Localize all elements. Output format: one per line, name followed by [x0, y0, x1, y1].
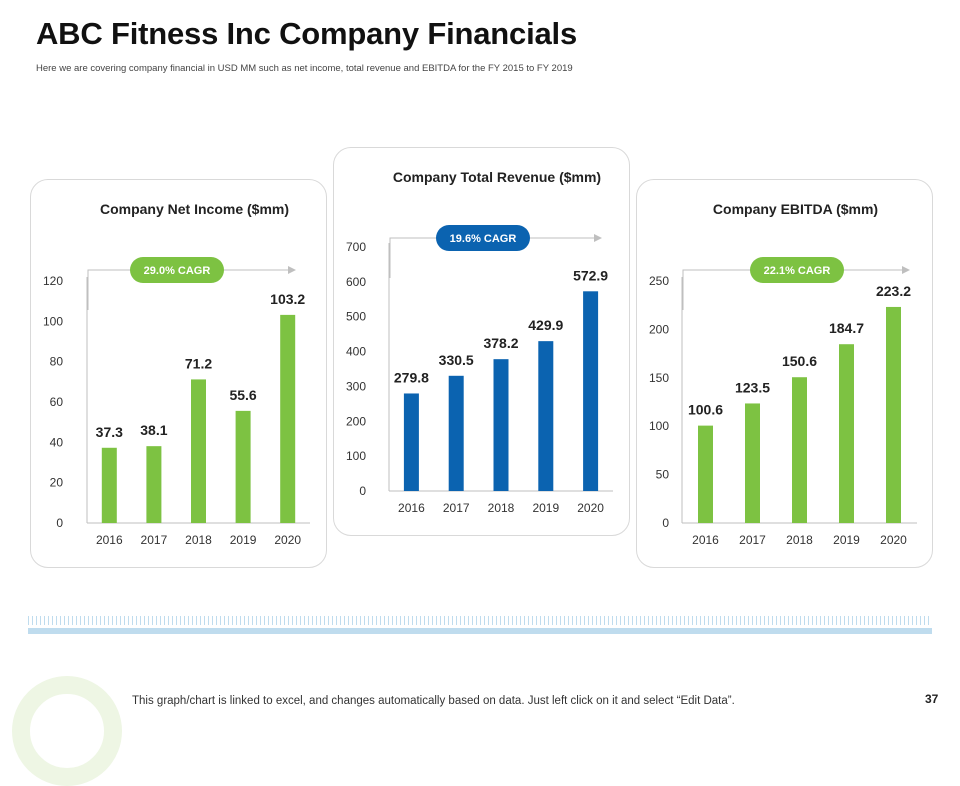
- ebitda-bar[interactable]: [886, 306, 901, 523]
- page-title: ABC Fitness Inc Company Financials: [36, 16, 577, 51]
- net-income-category-label: 2020: [274, 533, 301, 547]
- total-revenue-cagr-arrowhead: [594, 234, 602, 242]
- net-income-bar[interactable]: [235, 410, 251, 523]
- footer-band: [28, 628, 932, 634]
- total-revenue-y-tick-label: 700: [346, 240, 366, 254]
- net-income-category-label: 2017: [141, 533, 168, 547]
- total-revenue-data-label: 572.9: [573, 267, 608, 283]
- ebitda-category-label: 2020: [880, 533, 907, 547]
- net-income-cagr-arrowhead: [288, 266, 296, 274]
- ebitda-category-label: 2018: [786, 533, 813, 547]
- total-revenue-data-label: 429.9: [528, 317, 563, 333]
- ebitda-cagr-arrowhead: [902, 266, 910, 274]
- total-revenue-y-tick-label: 200: [346, 414, 366, 428]
- net-income-bar[interactable]: [191, 379, 206, 523]
- total-revenue-data-label: 378.2: [483, 335, 518, 351]
- net-income-category-label: 2019: [230, 533, 257, 547]
- total-revenue-y-tick-label: 500: [346, 310, 366, 324]
- total-revenue-category-label: 2017: [443, 501, 470, 515]
- total-revenue-cagr-label: 19.6% CAGR: [450, 233, 517, 245]
- net-income-chart-title: Company Net Income ($mm): [100, 201, 289, 217]
- total-revenue-y-tick-label: 400: [346, 345, 366, 359]
- net-income-bar[interactable]: [280, 314, 296, 523]
- total-revenue-category-label: 2019: [532, 501, 559, 515]
- ebitda-chart-title: Company EBITDA ($mm): [713, 201, 878, 217]
- ebitda-y-tick-label: 250: [649, 274, 669, 288]
- ebitda-category-label: 2016: [692, 533, 719, 547]
- ebitda-y-tick-label: 50: [656, 468, 670, 482]
- net-income-y-tick-label: 80: [50, 355, 64, 369]
- ebitda-category-label: 2019: [833, 533, 860, 547]
- ebitda-data-label: 150.6: [782, 353, 817, 369]
- net-income-cagr-label: 29.0% CAGR: [144, 265, 211, 277]
- net-income-y-tick-label: 100: [43, 314, 63, 328]
- net-income-category-label: 2018: [185, 533, 212, 547]
- total-revenue-bar[interactable]: [403, 393, 419, 491]
- ebitda-cagr-label: 22.1% CAGR: [764, 265, 831, 277]
- total-revenue-bar[interactable]: [583, 291, 599, 491]
- total-revenue-panel: [333, 147, 630, 536]
- total-revenue-data-label: 279.8: [394, 369, 429, 385]
- charts-canvas[interactable]: Company Net Income ($mm) 0 20 40 60 80 100 120 3…: [0, 0, 960, 720]
- total-revenue-category-label: 2020: [577, 501, 604, 515]
- ebitda-bar[interactable]: [698, 425, 713, 523]
- net-income-category-label: 2016: [96, 533, 123, 547]
- net-income-cagr-badge: [130, 257, 224, 283]
- page-subtitle: Here we are covering company financial i…: [36, 63, 573, 74]
- total-revenue-y-tick-label: 300: [346, 379, 366, 393]
- ebitda-y-tick-label: 200: [649, 322, 669, 336]
- total-revenue-category-label: 2018: [488, 501, 515, 515]
- net-income-bar[interactable]: [146, 446, 162, 523]
- ebitda-y-tick-label: 150: [649, 371, 669, 385]
- net-income-y-tick-label: 20: [50, 476, 64, 490]
- total-revenue-y-tick-label: 600: [346, 275, 366, 289]
- page-number: 37: [925, 692, 939, 706]
- total-revenue-y-tick-label: 0: [359, 484, 366, 498]
- ebitda-y-tick-label: 0: [662, 516, 669, 530]
- total-revenue-bar[interactable]: [538, 341, 554, 491]
- net-income-y-tick-label: 120: [43, 274, 63, 288]
- net-income-y-tick-label: 60: [50, 395, 64, 409]
- ebitda-data-label: 184.7: [829, 320, 864, 336]
- net-income-data-label: 55.6: [229, 387, 256, 403]
- total-revenue-bar[interactable]: [493, 359, 509, 491]
- ebitda-data-label: 223.2: [876, 283, 911, 299]
- hatch-divider: [28, 616, 932, 625]
- ebitda-cagr-badge: [750, 257, 844, 283]
- net-income-y-tick-label: 40: [50, 435, 64, 449]
- ebitda-category-label: 2017: [739, 533, 766, 547]
- net-income-data-label: 37.3: [96, 424, 123, 440]
- net-income-y-tick-label: 0: [56, 516, 63, 530]
- ebitda-bar[interactable]: [792, 377, 807, 523]
- net-income-bar[interactable]: [101, 447, 117, 523]
- ebitda-y-tick-label: 100: [649, 419, 669, 433]
- total-revenue-chart-title: Company Total Revenue ($mm): [393, 169, 601, 185]
- ebitda-data-label: 123.5: [735, 379, 770, 395]
- total-revenue-category-label: 2016: [398, 501, 425, 515]
- net-income-data-label: 38.1: [140, 422, 167, 438]
- total-revenue-bar[interactable]: [448, 375, 464, 491]
- ebitda-data-label: 100.6: [688, 402, 723, 418]
- net-income-data-label: 103.2: [270, 291, 305, 307]
- total-revenue-data-label: 330.5: [439, 352, 474, 368]
- ebitda-bar[interactable]: [745, 403, 760, 523]
- total-revenue-cagr-badge: [436, 225, 530, 251]
- ebitda-bar[interactable]: [839, 344, 854, 523]
- total-revenue-y-tick-label: 100: [346, 449, 366, 463]
- footnote: This graph/chart is linked to excel, and…: [132, 695, 735, 707]
- corner-decoration: [12, 676, 122, 786]
- net-income-data-label: 71.2: [185, 355, 212, 371]
- net-income-panel: [30, 179, 327, 568]
- ebitda-panel: [636, 179, 933, 568]
